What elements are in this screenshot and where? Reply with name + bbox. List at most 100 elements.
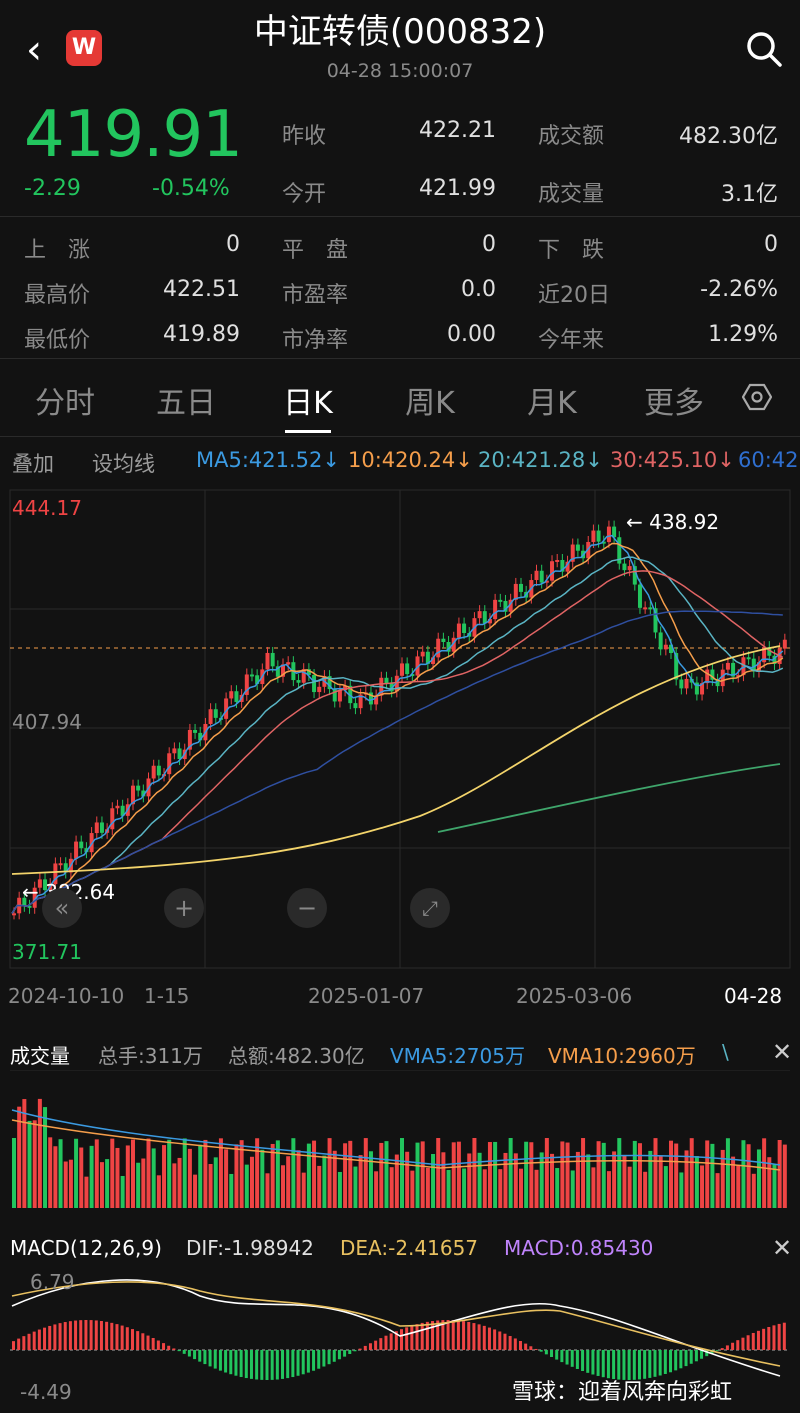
- volume-bar: [151, 1148, 156, 1208]
- volume-bar: [777, 1140, 782, 1208]
- ma5-value: MA5:421.52↓: [196, 448, 340, 472]
- scroll-left-icon[interactable]: «: [42, 888, 82, 928]
- volume-bar: [575, 1151, 580, 1208]
- macd-bar: [115, 1324, 119, 1350]
- volume-bar: [736, 1164, 741, 1208]
- volume-bar: [431, 1154, 436, 1208]
- macd-bar: [689, 1350, 693, 1364]
- volume-bar: [622, 1154, 627, 1208]
- chevron-left-icon[interactable]: ‹: [26, 27, 42, 73]
- tab-five-day[interactable]: 五日: [156, 386, 216, 421]
- candle-body: [167, 753, 172, 775]
- macd-bar: [400, 1329, 403, 1350]
- candle-body: [555, 560, 560, 563]
- candle-body: [451, 637, 456, 652]
- volume-bar: [456, 1141, 461, 1208]
- macd-bar: [581, 1350, 585, 1371]
- volume-bar: [751, 1173, 756, 1208]
- macd-bar: [12, 1341, 15, 1350]
- tab-weekly-k[interactable]: 周K: [405, 386, 455, 421]
- ma30-line: [11, 570, 784, 914]
- volume-bar: [177, 1157, 182, 1208]
- macd-bar: [234, 1350, 238, 1376]
- close-icon[interactable]: ✕: [772, 1038, 793, 1066]
- volume-bar: [110, 1138, 115, 1208]
- macd-bar: [255, 1350, 259, 1380]
- active-tab-indicator: [285, 430, 331, 433]
- price-change: -2.29: [24, 176, 81, 201]
- volume-bar: [22, 1099, 27, 1208]
- macd-bar: [658, 1350, 662, 1376]
- volume-bar: [410, 1170, 415, 1208]
- candle-body: [394, 675, 399, 692]
- candle-body: [265, 652, 270, 670]
- candle-body: [249, 674, 254, 677]
- volume-bar: [529, 1142, 534, 1208]
- volume-bar: [260, 1149, 265, 1208]
- close-icon[interactable]: ✕: [772, 1234, 793, 1262]
- candle-body: [477, 611, 482, 619]
- candle-body: [601, 541, 606, 544]
- volume-bar: [555, 1168, 560, 1208]
- tab-monthly-k[interactable]: 月K: [527, 386, 577, 421]
- macd-bar: [487, 1327, 491, 1350]
- candle-body: [565, 561, 570, 572]
- candle-body: [343, 685, 348, 691]
- macd-bar: [244, 1350, 248, 1379]
- search-icon[interactable]: [745, 30, 783, 68]
- macd-bar: [58, 1323, 62, 1350]
- turnover-label: 成交额: [538, 124, 605, 149]
- volume-bar: [441, 1152, 446, 1208]
- candle-body: [332, 689, 337, 702]
- candle-body: [156, 765, 161, 776]
- prev-close-label: 昨收: [282, 124, 327, 149]
- candle-body: [772, 655, 777, 664]
- candle-body: [632, 566, 637, 585]
- watermark: 雪球：迎着风奔向彩虹: [512, 1380, 733, 1405]
- candle-body: [441, 638, 446, 643]
- macd-bar: [130, 1329, 134, 1350]
- macd-bar: [601, 1350, 605, 1378]
- vma5-line: [11, 1109, 781, 1166]
- macd-axis-top: 6.79: [30, 1270, 75, 1294]
- macd-bar: [296, 1350, 300, 1376]
- macd-bar: [643, 1350, 647, 1379]
- volume-bar: [767, 1157, 772, 1208]
- macd-bar: [720, 1348, 724, 1350]
- zoom-in-icon[interactable]: +: [164, 888, 204, 928]
- high-label: 最高价: [24, 283, 91, 308]
- volume-bar: [741, 1140, 746, 1208]
- zoom-out-icon[interactable]: −: [287, 888, 327, 928]
- set-ma-button[interactable]: 设均线: [92, 452, 155, 476]
- dif-line: [11, 1279, 781, 1377]
- ma-lines: [11, 534, 784, 914]
- candle-body: [255, 675, 260, 685]
- macd-bar: [141, 1333, 145, 1350]
- candle-body: [136, 785, 141, 791]
- fullscreen-icon[interactable]: ⤢: [410, 888, 450, 928]
- macd-bar: [648, 1350, 652, 1378]
- volume-bar: [669, 1140, 674, 1208]
- tab-daily-k[interactable]: 日K: [283, 386, 333, 421]
- macd-bar: [229, 1350, 233, 1375]
- kline-chart[interactable]: [0, 486, 800, 971]
- candle-body: [234, 691, 239, 702]
- candle-body: [596, 530, 601, 542]
- volume-bar: [286, 1156, 291, 1208]
- overlay-button[interactable]: 叠加: [12, 452, 54, 476]
- candle-body: [550, 561, 555, 581]
- macd-bar: [705, 1350, 709, 1357]
- candle-body: [503, 600, 508, 612]
- macd-bar: [353, 1350, 357, 1352]
- volume-bar: [332, 1150, 337, 1208]
- candle-body: [306, 669, 311, 676]
- tab-more[interactable]: 更多: [644, 386, 704, 421]
- settings-icon[interactable]: [742, 382, 772, 412]
- candle-body: [782, 639, 787, 649]
- tab-intraday[interactable]: 分时: [35, 386, 95, 421]
- up-label: 上 涨: [24, 238, 91, 263]
- macd-bar: [555, 1350, 559, 1360]
- candle-body: [663, 644, 668, 650]
- volume-bar: [53, 1146, 58, 1208]
- candle-body: [327, 676, 332, 690]
